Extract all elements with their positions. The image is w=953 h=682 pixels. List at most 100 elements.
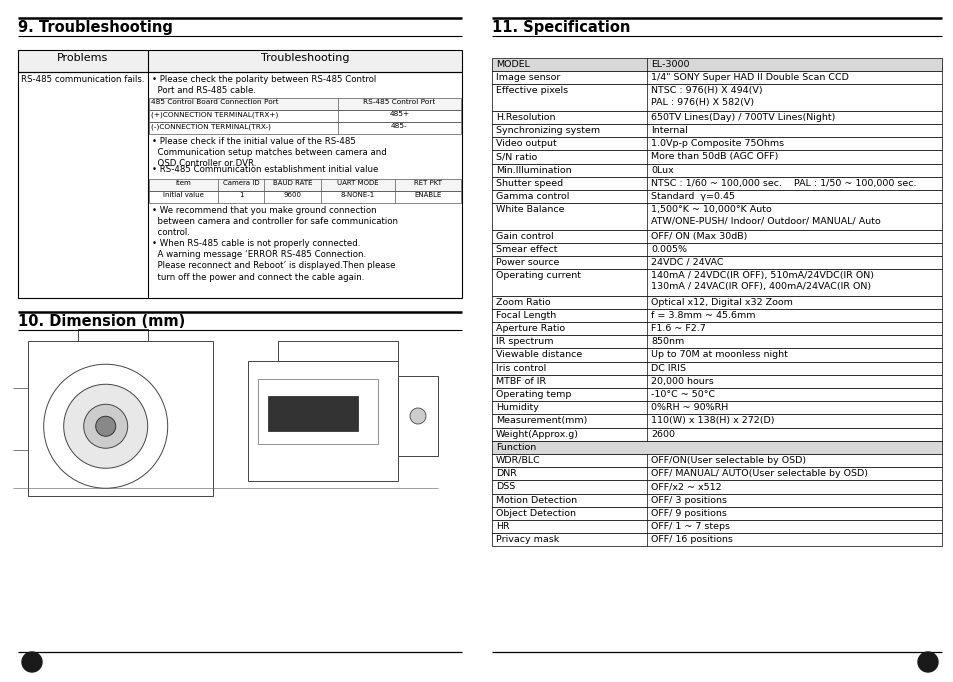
Bar: [268, 396, 357, 431]
Bar: [149, 179, 460, 191]
Bar: [492, 71, 941, 85]
Text: 20,000 hours: 20,000 hours: [650, 376, 713, 386]
Text: H.Resolution: H.Resolution: [496, 113, 555, 122]
Text: 0.005%: 0.005%: [650, 245, 686, 254]
Text: • We recommend that you make ground connection
  between camera and controller f: • We recommend that you make ground conn…: [152, 206, 397, 282]
Text: RS-485 Control Port: RS-485 Control Port: [363, 99, 436, 105]
Text: Zoom Ratio: Zoom Ratio: [496, 297, 550, 307]
Bar: [492, 375, 941, 388]
Text: 0Lux: 0Lux: [650, 166, 673, 175]
Text: Iris control: Iris control: [496, 364, 546, 372]
Text: 10. Dimension (mm): 10. Dimension (mm): [18, 314, 185, 329]
Text: (+)CONNECTION TERMINAL(TRX+): (+)CONNECTION TERMINAL(TRX+): [151, 111, 278, 117]
Bar: [492, 428, 941, 441]
Bar: [492, 415, 941, 428]
Text: OFF/ ON (Max 30dB): OFF/ ON (Max 30dB): [650, 232, 746, 241]
Text: Optical x12, Digital x32 Zoom: Optical x12, Digital x32 Zoom: [650, 297, 792, 307]
Text: EL-3000: EL-3000: [650, 60, 689, 69]
Text: Camera ID: Camera ID: [222, 180, 259, 186]
Text: OFF/ 16 positions: OFF/ 16 positions: [650, 535, 732, 544]
Text: WDR/BLC: WDR/BLC: [496, 456, 540, 465]
Text: 1: 1: [238, 192, 243, 198]
Text: 1.0Vp-p Composite 75Ohms: 1.0Vp-p Composite 75Ohms: [650, 139, 783, 148]
Text: Min.Illumination: Min.Illumination: [496, 166, 571, 175]
Text: NTSC : 1/60 ~ 100,000 sec.    PAL : 1/50 ~ 100,000 sec.: NTSC : 1/60 ~ 100,000 sec. PAL : 1/50 ~ …: [650, 179, 916, 188]
Text: NTSC : 976(H) X 494(V)
PAL : 976(H) X 582(V): NTSC : 976(H) X 494(V) PAL : 976(H) X 58…: [650, 87, 761, 106]
Text: IR spectrum: IR spectrum: [496, 337, 553, 346]
Text: 20: 20: [26, 657, 38, 666]
Text: HR: HR: [496, 522, 509, 531]
Text: Focal Length: Focal Length: [496, 311, 556, 320]
Text: • Please check if the initial value of the RS-485
  Communication setup matches : • Please check if the initial value of t…: [152, 137, 386, 168]
Text: OFF/ MANUAL/ AUTO(User selectable by OSD): OFF/ MANUAL/ AUTO(User selectable by OSD…: [650, 469, 867, 478]
Bar: [18, 72, 461, 298]
Bar: [492, 322, 941, 335]
Bar: [492, 190, 941, 203]
Bar: [257, 379, 377, 444]
Text: 21: 21: [921, 657, 933, 666]
Text: Function: Function: [496, 443, 536, 451]
Bar: [149, 110, 460, 122]
Text: 850nm: 850nm: [650, 337, 683, 346]
Text: 2600: 2600: [650, 430, 675, 439]
Text: BAUD RATE: BAUD RATE: [273, 180, 312, 186]
Text: ENABLE: ENABLE: [415, 192, 441, 198]
Bar: [492, 507, 941, 520]
Bar: [492, 533, 941, 546]
Circle shape: [917, 652, 937, 672]
Bar: [492, 151, 941, 164]
Bar: [492, 85, 941, 110]
Bar: [149, 191, 460, 203]
Text: Synchronizing system: Synchronizing system: [496, 126, 599, 135]
Bar: [492, 480, 941, 494]
Bar: [492, 454, 941, 467]
Text: S/N ratio: S/N ratio: [496, 152, 537, 162]
Text: Power source: Power source: [496, 258, 558, 267]
Text: Humidity: Humidity: [496, 403, 538, 412]
Text: (-)CONNECTION TERMINAL(TRX-): (-)CONNECTION TERMINAL(TRX-): [151, 123, 271, 130]
Bar: [492, 137, 941, 151]
Text: Image sensor: Image sensor: [496, 73, 559, 83]
Bar: [492, 295, 941, 309]
Bar: [492, 124, 941, 137]
Text: Aperture Ratio: Aperture Ratio: [496, 324, 564, 333]
Text: OFF/ 3 positions: OFF/ 3 positions: [650, 496, 726, 505]
Bar: [492, 164, 941, 177]
Bar: [492, 309, 941, 322]
Text: Problems: Problems: [57, 53, 109, 63]
Text: 650TV Lines(Day) / 700TV Lines(Night): 650TV Lines(Day) / 700TV Lines(Night): [650, 113, 835, 122]
Text: OFF/x2 ~ x512: OFF/x2 ~ x512: [650, 482, 720, 492]
Text: DC IRIS: DC IRIS: [650, 364, 685, 372]
Text: f = 3.8mm ~ 45.6mm: f = 3.8mm ~ 45.6mm: [650, 311, 755, 320]
Text: Object Detection: Object Detection: [496, 509, 576, 518]
Text: 8-NONE-1: 8-NONE-1: [340, 192, 375, 198]
Text: • Please check the polarity between RS-485 Control
  Port and RS-485 cable.: • Please check the polarity between RS-4…: [152, 75, 375, 95]
Text: Weight(Approx.g): Weight(Approx.g): [496, 430, 578, 439]
Bar: [78, 329, 148, 341]
Text: OFF/ON(User selectable by OSD): OFF/ON(User selectable by OSD): [650, 456, 805, 465]
Text: Troubleshooting: Troubleshooting: [260, 53, 349, 63]
Circle shape: [95, 416, 115, 436]
Text: 485 Control Board Connection Port: 485 Control Board Connection Port: [151, 99, 278, 105]
Bar: [492, 349, 941, 361]
Bar: [492, 58, 941, 71]
Text: Standard  γ=0.45: Standard γ=0.45: [650, 192, 734, 201]
Text: RS-485 communication fails.: RS-485 communication fails.: [21, 75, 144, 84]
Text: Motion Detection: Motion Detection: [496, 496, 577, 505]
Text: Up to 70M at moonless night: Up to 70M at moonless night: [650, 351, 787, 359]
Bar: [492, 361, 941, 375]
Text: Operating temp: Operating temp: [496, 390, 571, 399]
Bar: [149, 122, 460, 134]
Bar: [492, 269, 941, 295]
Text: 1,500°K ~ 10,000°K Auto
ATW/ONE-PUSH/ Indoor/ Outdoor/ MANUAL/ Auto: 1,500°K ~ 10,000°K Auto ATW/ONE-PUSH/ In…: [650, 205, 880, 225]
Text: Item: Item: [175, 180, 191, 186]
Bar: [149, 98, 460, 110]
Bar: [492, 494, 941, 507]
Text: MODEL: MODEL: [496, 60, 529, 69]
Text: Shutter speed: Shutter speed: [496, 179, 562, 188]
Text: 485+: 485+: [389, 111, 409, 117]
Text: 110(W) x 138(H) x 272(D): 110(W) x 138(H) x 272(D): [650, 417, 774, 426]
Text: Video output: Video output: [496, 139, 557, 148]
Text: OFF/ 9 positions: OFF/ 9 positions: [650, 509, 726, 518]
Text: 0%RH ~ 90%RH: 0%RH ~ 90%RH: [650, 403, 727, 412]
